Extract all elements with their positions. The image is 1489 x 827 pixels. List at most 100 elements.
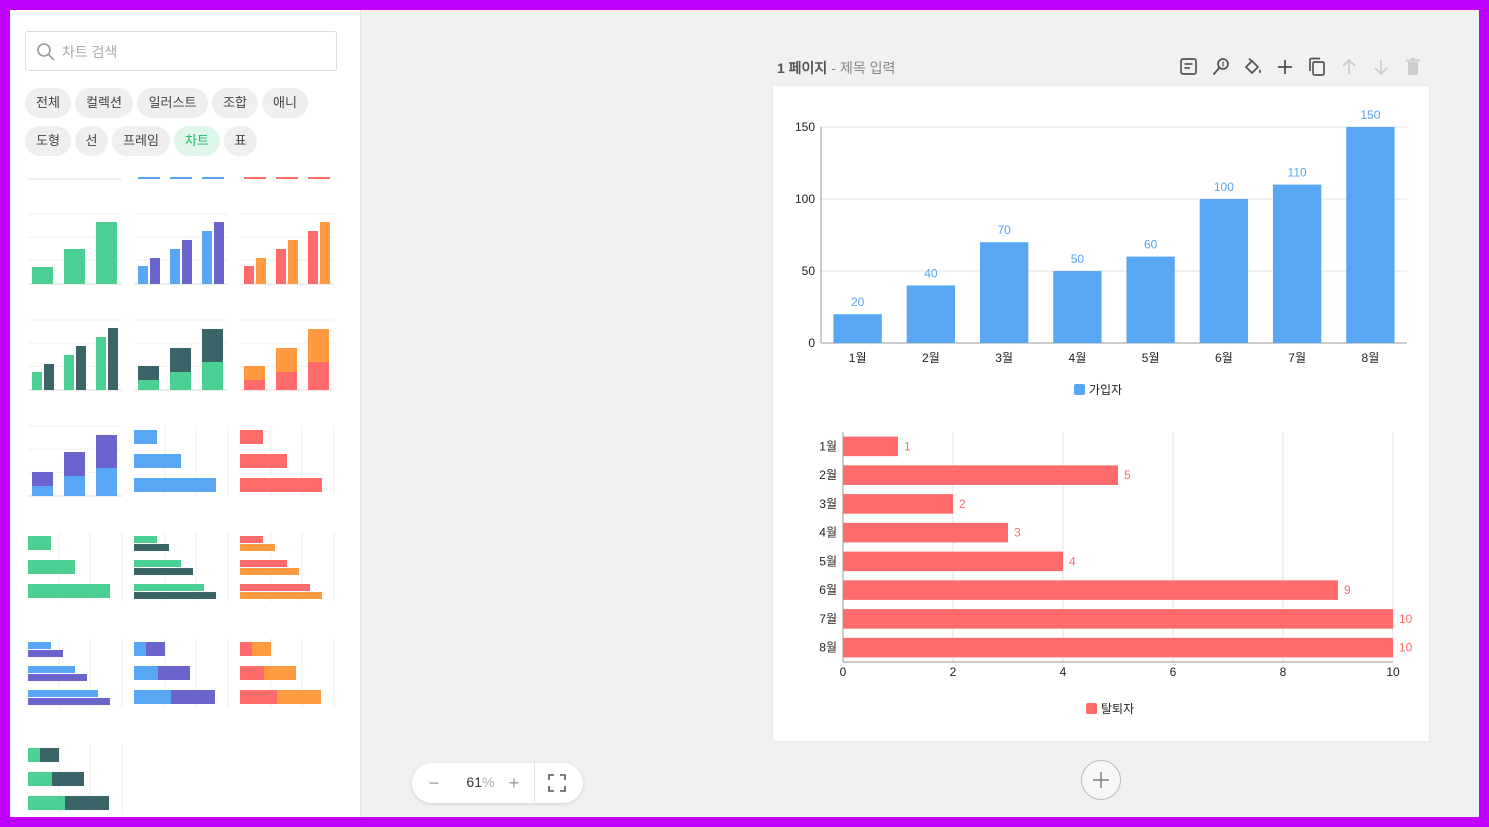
duplicate-page-button[interactable] [1305,55,1329,79]
add-page-button[interactable] [1081,760,1121,800]
bar[interactable] [1053,271,1102,343]
chip-combination[interactable]: 조합 [212,88,258,118]
chip-illustration[interactable]: 일러스트 [137,88,208,118]
bar[interactable] [843,494,953,514]
chip-table[interactable]: 표 [224,126,257,156]
signups-bar-chart[interactable]: 0 50 100 150 20 1월 40 2월 70 3월 50 4월 60 5월 100 6월 110 7월 1… [795,108,1407,397]
bar[interactable] [833,314,882,343]
add-element-button[interactable] [1273,55,1297,79]
legend-label: 가입자 [1089,383,1122,397]
legend-label: 탈퇴자 [1101,702,1134,716]
thumb-bar-stacked-blue[interactable] [28,425,122,497]
x-tick-label: 1월 [849,351,867,365]
data-label: 10 [1399,612,1413,626]
y-tick-label: 5월 [819,554,837,568]
thumb-bar-grouped-red[interactable] [240,213,334,285]
chart-library-panel: 전체 컬렉션 일러스트 조합 애니 도형 선 프레임 차트 표 [10,10,361,817]
chip-shape[interactable]: 도형 [25,126,71,156]
chip-frame[interactable]: 프레임 [112,126,170,156]
bar[interactable] [1199,199,1249,343]
data-label: 100 [1214,180,1234,194]
bar[interactable] [843,436,898,457]
x-tick-label: 8 [1280,665,1287,679]
x-tick-label: 4월 [1069,351,1087,365]
thumb-hbar-grouped-red[interactable] [240,532,335,602]
data-label: 20 [851,295,865,309]
zoom-in-button[interactable]: + [508,773,520,793]
zoom-out-button[interactable]: − [428,773,440,793]
thumb-hbar-green[interactable] [28,532,123,602]
bar[interactable] [843,522,1008,543]
move-page-down-button[interactable] [1369,55,1393,79]
search-input[interactable] [62,41,322,63]
chip-animation[interactable]: 애니 [262,88,308,118]
y-tick-label: 1월 [819,439,837,453]
thumb-hbar-stacked-green[interactable] [28,744,123,814]
bar[interactable] [843,609,1393,629]
x-tick-label: 6월 [1215,351,1233,365]
bar[interactable] [1126,256,1175,343]
fullscreen-icon[interactable] [548,774,566,792]
y-tick-label: 100 [795,192,815,206]
bar[interactable] [843,580,1338,600]
chip-chart[interactable]: 차트 [174,126,220,156]
move-page-up-button[interactable] [1337,55,1361,79]
data-label: 3 [1014,526,1021,540]
trash-icon [1406,58,1420,75]
app-window: 전체 컬렉션 일러스트 조합 애니 도형 선 프레임 차트 표 1 페이지-제목… [10,10,1479,817]
bar[interactable] [843,465,1118,485]
y-tick-label: 6월 [819,583,837,597]
data-label: 5 [1124,468,1131,482]
bar[interactable] [843,637,1393,658]
search-icon [37,43,55,61]
search-box[interactable] [25,31,337,71]
y-tick-label: 3월 [819,497,837,511]
x-tick-label: 0 [840,665,847,679]
thumb-hbar-grouped-blue[interactable] [28,638,123,708]
note-button[interactable] [1177,55,1201,79]
chip-collection[interactable]: 컬렉션 [75,88,133,118]
page-canvas[interactable]: 0 50 100 150 20 1월 40 2월 70 3월 50 4월 60 5월 100 6월 110 7월 1… [773,86,1429,741]
data-label: 70 [997,223,1011,237]
thumb-hbar-grouped-green[interactable] [134,532,229,602]
legend-swatch [1086,703,1097,714]
plus-icon [1093,772,1109,788]
thumb-hbar-stacked-blue[interactable] [134,638,229,708]
page-title-input[interactable]: 제목 입력 [840,60,896,76]
bar[interactable] [1346,127,1395,343]
paint-bucket-icon [1244,57,1261,75]
zoom-control: − 61 % + [412,763,583,803]
bar[interactable] [979,242,1029,343]
bar[interactable] [906,285,956,343]
fill-color-button[interactable] [1241,55,1265,79]
arrow-up-icon [1342,58,1356,74]
data-label: 4 [1069,554,1076,568]
thumb-bar-stacked-red[interactable] [240,319,334,391]
page-header: 1 페이지 - 제목 입력 [777,58,895,78]
y-tick-label: 2월 [819,468,837,482]
zoom-value[interactable]: 61 [466,774,482,790]
x-tick-label: 4 [1060,665,1067,679]
note-icon [1180,58,1197,75]
bar[interactable] [1272,184,1322,343]
chart-thumbnail-grid[interactable] [10,168,361,817]
bar[interactable] [843,551,1063,572]
thumb-bar-grouped-blue[interactable] [134,213,228,285]
data-label: 50 [1071,252,1085,266]
chip-all[interactable]: 전체 [25,88,71,118]
page-number: 1 페이지 [777,60,828,76]
data-label: 110 [1288,166,1307,180]
thumb-hbar-blue[interactable] [134,426,229,496]
y-tick-label: 7월 [819,612,837,626]
x-tick-label: 3월 [995,351,1013,365]
chip-line[interactable]: 선 [75,126,108,156]
thumb-hbar-stacked-red[interactable] [240,638,335,708]
data-label: 150 [1360,108,1380,122]
thumb-bar-stacked-green[interactable] [134,319,228,391]
thumb-hbar-red[interactable] [240,426,335,496]
magic-wand-button[interactable] [1209,55,1233,79]
thumb-bar-grouped-green[interactable] [28,319,122,391]
delete-page-button[interactable] [1401,55,1425,79]
thumb-bar-basic[interactable] [28,213,122,285]
